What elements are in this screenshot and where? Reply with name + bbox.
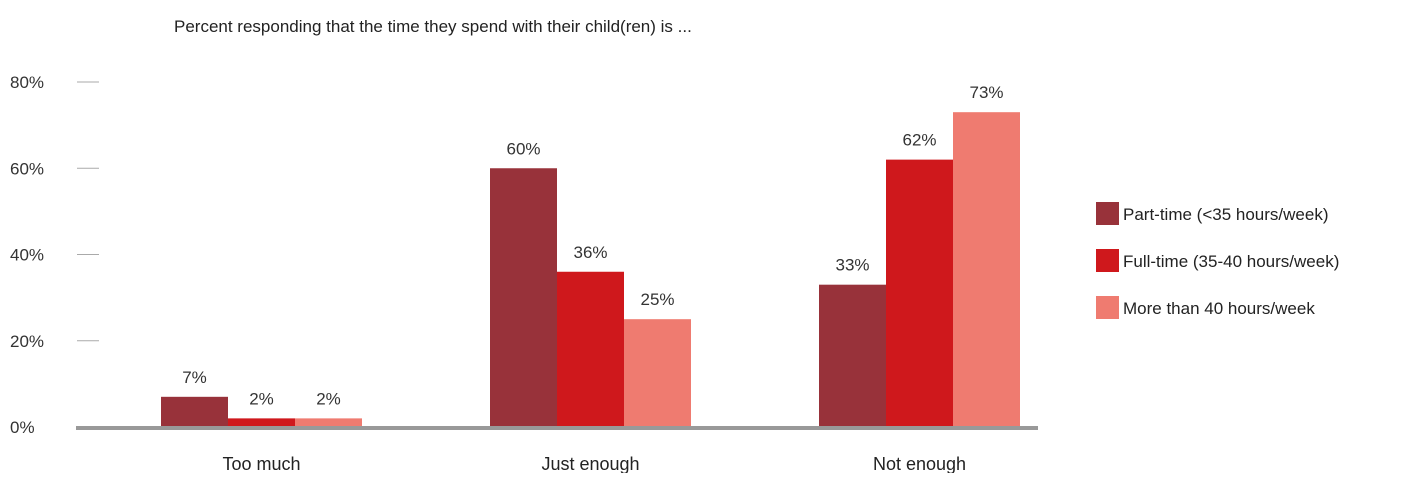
bar [953, 112, 1020, 427]
y-tick-label: 80% [10, 73, 44, 92]
bar [886, 159, 953, 427]
y-tick-label: 0% [10, 418, 35, 437]
bar [161, 396, 228, 427]
bar [557, 271, 624, 427]
data-label: 7% [182, 368, 207, 387]
bar [490, 168, 557, 427]
y-axis: 0% 20% 40% 60% 80% [10, 73, 99, 437]
legend-label: Full-time (35-40 hours/week) [1123, 252, 1339, 271]
data-label: 33% [835, 256, 869, 275]
legend-item: Part-time (<35 hours/week) [1096, 202, 1329, 225]
value-labels-group: 7% 2% 2% 60% 36% 25% 33% 62% 73% [182, 83, 1003, 408]
x-axis: Too much Just enough Not enough [222, 454, 966, 474]
data-label: 60% [506, 139, 540, 158]
data-label: 2% [316, 389, 341, 408]
data-label: 36% [573, 243, 607, 262]
legend: Part-time (<35 hours/week) Full-time (35-… [1096, 202, 1339, 319]
bars-group [161, 112, 1020, 427]
legend-item: More than 40 hours/week [1096, 296, 1315, 319]
legend-swatch [1096, 202, 1119, 225]
y-tick-label: 60% [10, 159, 44, 178]
bar [295, 418, 362, 427]
bar [819, 284, 886, 427]
data-label: 25% [640, 290, 674, 309]
x-tick-label: Too much [222, 454, 300, 473]
y-tick-label: 40% [10, 246, 44, 265]
data-label: 62% [902, 131, 936, 150]
legend-label: Part-time (<35 hours/week) [1123, 205, 1329, 224]
bar [228, 418, 295, 427]
legend-swatch [1096, 249, 1119, 272]
data-label: 73% [969, 83, 1003, 102]
bar [624, 319, 691, 427]
legend-swatch [1096, 296, 1119, 319]
legend-item: Full-time (35-40 hours/week) [1096, 249, 1339, 272]
chart-title: Percent responding that the time they sp… [174, 17, 692, 36]
x-tick-label: Just enough [541, 454, 639, 473]
x-tick-label: Not enough [873, 454, 966, 473]
data-label: 2% [249, 389, 274, 408]
legend-label: More than 40 hours/week [1123, 299, 1315, 318]
y-tick-label: 20% [10, 332, 44, 351]
